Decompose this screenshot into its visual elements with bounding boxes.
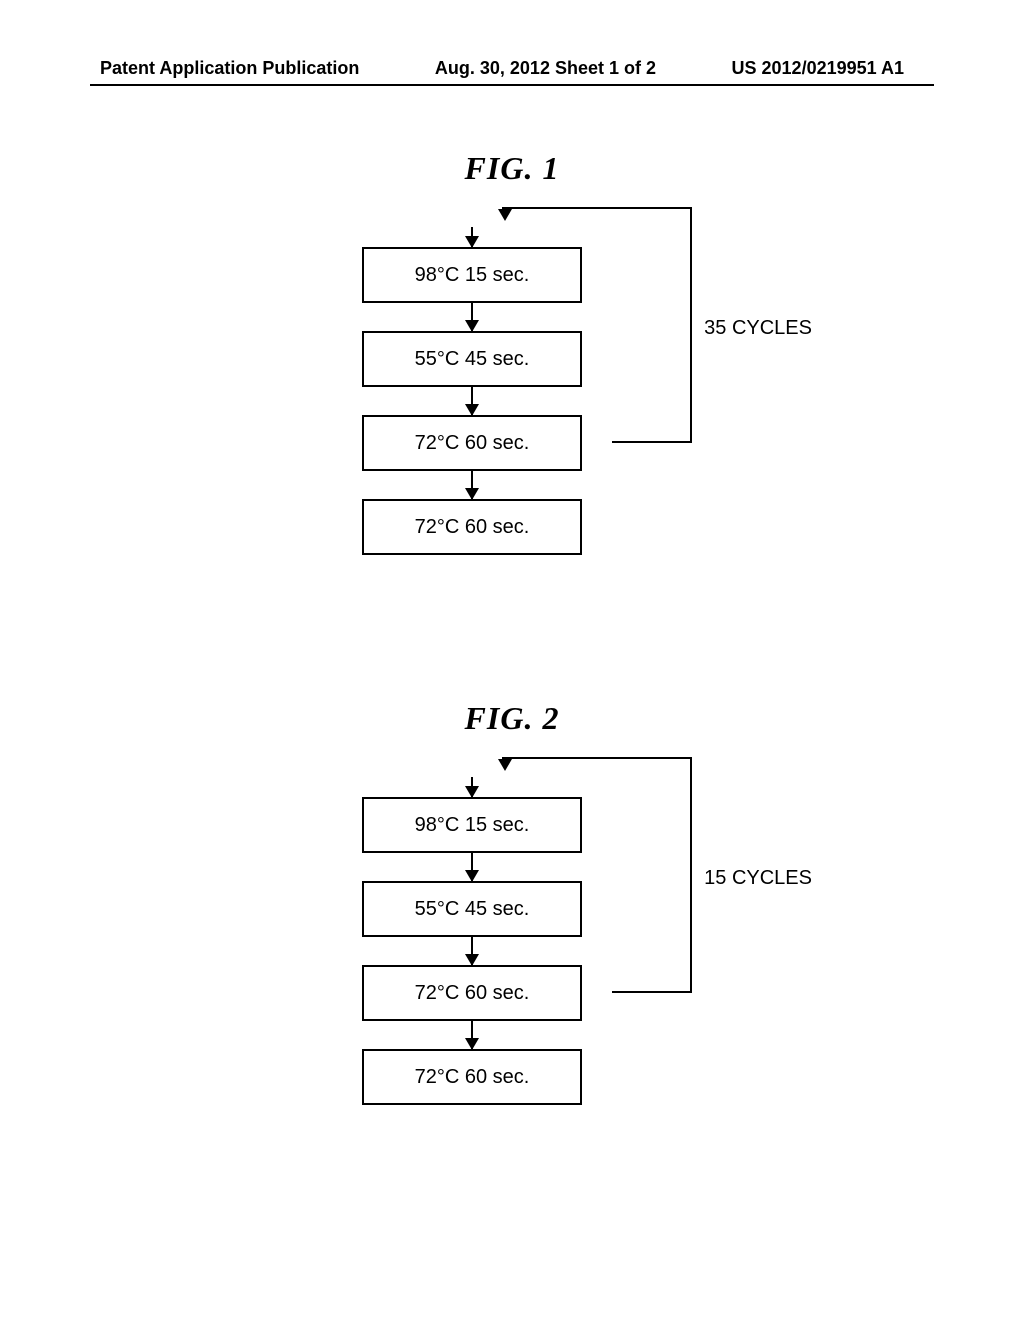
- loop-bracket: 15 CYCLES: [602, 757, 692, 1017]
- page-header: Patent Application Publication Aug. 30, …: [0, 58, 1024, 79]
- loop-line: [502, 757, 692, 759]
- arrow-down-icon: [471, 227, 473, 247]
- cycles-label: 15 CYCLES: [704, 867, 812, 890]
- header-right: US 2012/0219951 A1: [732, 58, 904, 79]
- fig1-step-2: 72°C 60 sec.: [362, 415, 582, 471]
- figure-1-flow: 98°C 15 sec. 55°C 45 sec. 72°C 60 sec. 7…: [262, 227, 682, 555]
- header-left: Patent Application Publication: [100, 58, 359, 79]
- header-rule: [90, 84, 934, 86]
- arrow-down-icon: [471, 387, 473, 415]
- figure-1: FIG. 1 98°C 15 sec. 55°C 45 sec. 72°C 60…: [0, 150, 1024, 555]
- arrow-down-icon: [471, 303, 473, 331]
- fig2-step-0: 98°C 15 sec.: [362, 797, 582, 853]
- loop-bracket: 35 CYCLES: [602, 207, 692, 467]
- arrowhead-down-icon: [498, 759, 512, 771]
- arrow-down-icon: [471, 471, 473, 499]
- loop-line: [612, 991, 692, 993]
- loop-line: [502, 207, 692, 209]
- loop-line: [612, 441, 692, 443]
- loop-line: [690, 757, 692, 993]
- fig1-step-0: 98°C 15 sec.: [362, 247, 582, 303]
- arrow-down-icon: [471, 937, 473, 965]
- arrow-down-icon: [471, 853, 473, 881]
- arrowhead-down-icon: [498, 209, 512, 221]
- figure-2: FIG. 2 98°C 15 sec. 55°C 45 sec. 72°C 60…: [0, 700, 1024, 1105]
- fig2-step-1: 55°C 45 sec.: [362, 881, 582, 937]
- figure-2-title: FIG. 2: [0, 700, 1024, 737]
- loop-line: [690, 207, 692, 443]
- header-center: Aug. 30, 2012 Sheet 1 of 2: [435, 58, 656, 79]
- arrow-down-icon: [471, 1021, 473, 1049]
- figure-1-title: FIG. 1: [0, 150, 1024, 187]
- fig2-step-2: 72°C 60 sec.: [362, 965, 582, 1021]
- arrow-down-icon: [471, 777, 473, 797]
- fig1-step-3: 72°C 60 sec.: [362, 499, 582, 555]
- figure-2-flow: 98°C 15 sec. 55°C 45 sec. 72°C 60 sec. 7…: [262, 777, 682, 1105]
- cycles-label: 35 CYCLES: [704, 317, 812, 340]
- fig1-step-1: 55°C 45 sec.: [362, 331, 582, 387]
- fig2-step-3: 72°C 60 sec.: [362, 1049, 582, 1105]
